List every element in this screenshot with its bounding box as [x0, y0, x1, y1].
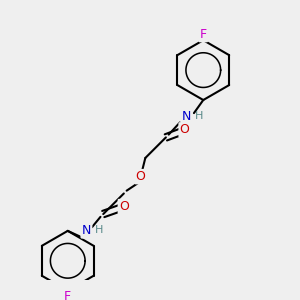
- Text: O: O: [180, 123, 190, 136]
- Text: F: F: [64, 290, 71, 300]
- Text: N: N: [182, 110, 191, 123]
- Text: O: O: [119, 200, 129, 213]
- Text: F: F: [200, 28, 207, 41]
- Text: N: N: [82, 224, 91, 237]
- Text: H: H: [95, 225, 103, 235]
- Text: O: O: [136, 170, 146, 183]
- Text: H: H: [195, 111, 203, 121]
